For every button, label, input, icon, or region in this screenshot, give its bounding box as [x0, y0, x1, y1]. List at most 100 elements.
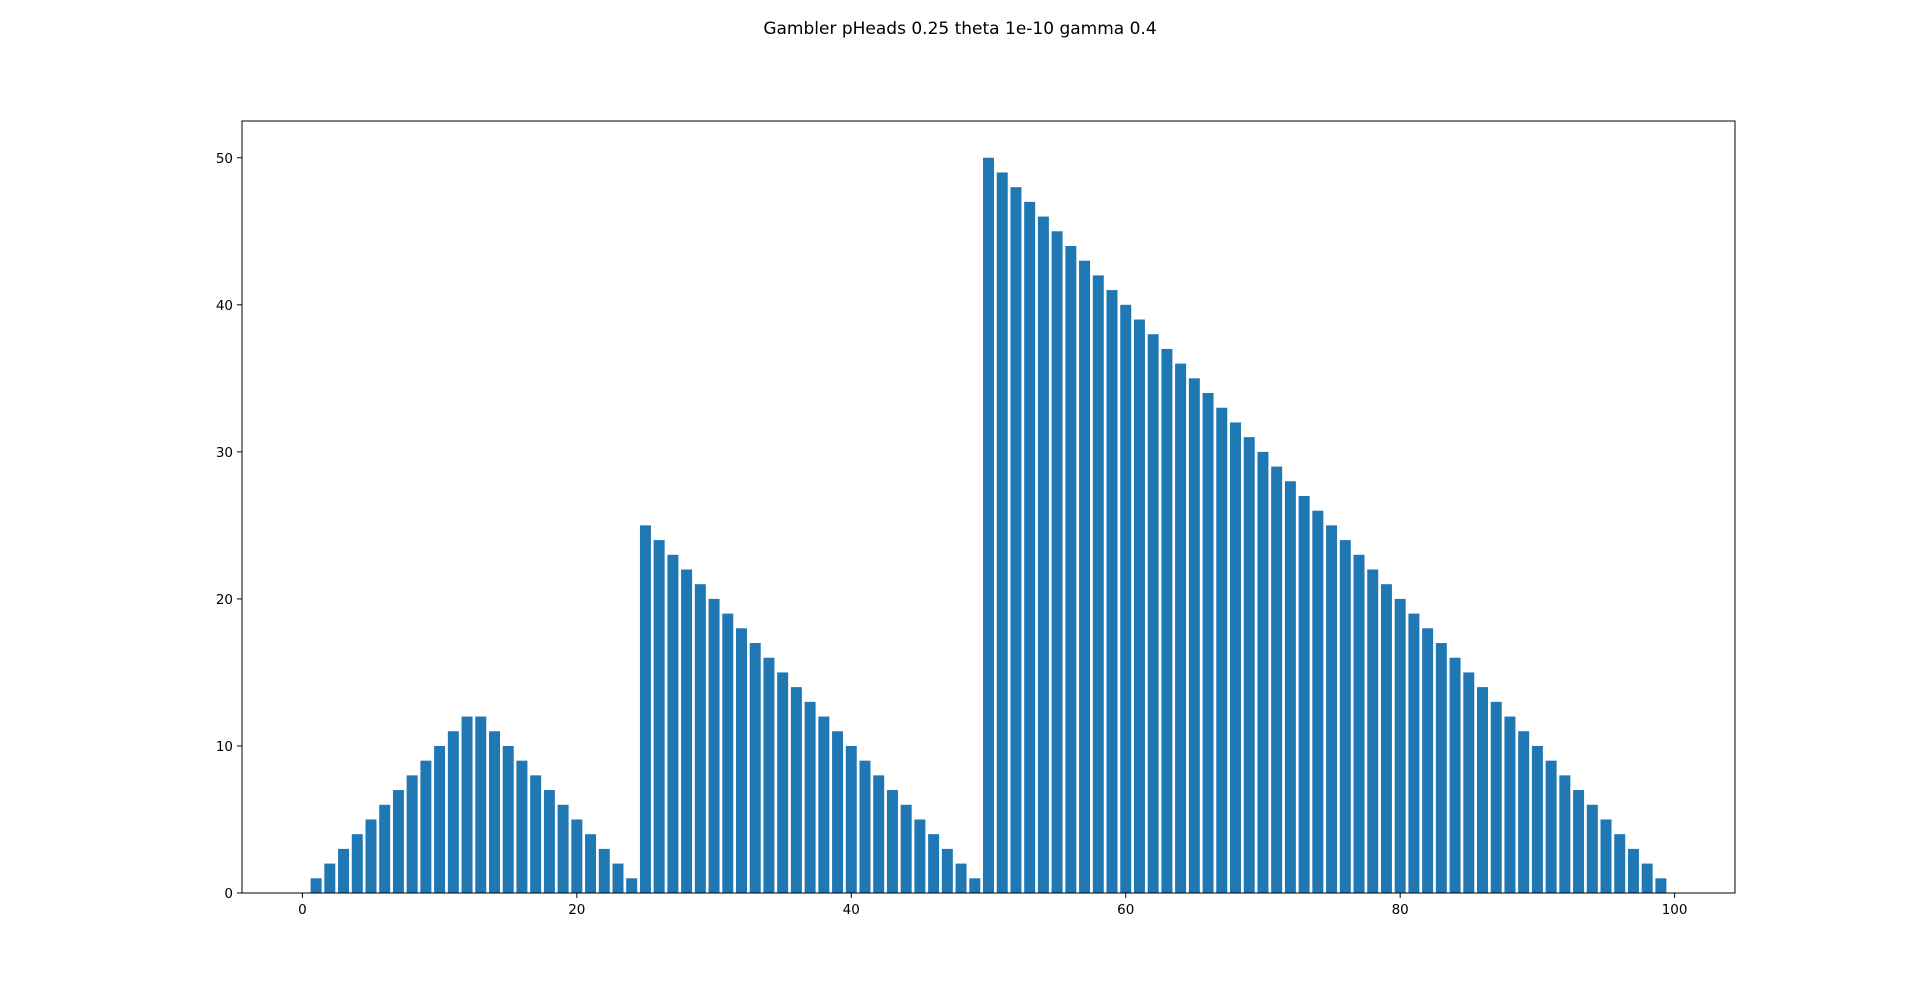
bar-83 — [1435, 643, 1447, 893]
bar-65 — [1188, 378, 1200, 894]
bar-10 — [434, 745, 446, 893]
bar-26 — [653, 540, 665, 893]
bar-98 — [1641, 863, 1653, 893]
bar-17 — [530, 775, 542, 893]
bar-3 — [338, 848, 350, 893]
bar-87 — [1490, 701, 1502, 893]
bar-82 — [1422, 628, 1434, 893]
bar-67 — [1216, 407, 1228, 893]
y-tick-label-50: 50 — [216, 151, 233, 167]
bar-73 — [1298, 495, 1310, 893]
y-tick-label-30: 30 — [216, 445, 233, 461]
bar-45 — [914, 819, 926, 893]
bar-12 — [461, 716, 473, 893]
bar-49 — [969, 878, 981, 893]
bar-2 — [324, 863, 336, 893]
y-tick-label-40: 40 — [216, 298, 233, 314]
bar-53 — [1024, 201, 1036, 893]
bar-52 — [1010, 187, 1022, 894]
bar-81 — [1408, 613, 1420, 893]
bar-19 — [557, 804, 569, 893]
bar-36 — [790, 687, 802, 893]
bar-24 — [626, 878, 638, 893]
bar-89 — [1518, 731, 1530, 893]
bar-38 — [818, 716, 830, 893]
bar-42 — [873, 775, 885, 893]
bar-62 — [1147, 334, 1159, 894]
bar-23 — [612, 863, 624, 893]
bar-55 — [1051, 231, 1063, 894]
bar-27 — [667, 554, 679, 893]
bar-35 — [777, 672, 789, 893]
bar-95 — [1600, 819, 1612, 893]
bars-layer — [310, 157, 1667, 894]
bar-70 — [1257, 451, 1269, 893]
bar-14 — [489, 731, 500, 893]
bar-37 — [804, 701, 816, 893]
plot-frame — [241, 120, 1736, 894]
bar-28 — [681, 569, 693, 893]
bar-58 — [1092, 275, 1104, 893]
x-tick-label-60: 60 — [1117, 902, 1134, 918]
x-tick-label-100: 100 — [1662, 902, 1688, 918]
bar-71 — [1271, 466, 1283, 893]
bar-85 — [1463, 672, 1475, 893]
ticks-layer: 0 20 40 60 80 100 0 10 20 30 40 50 — [216, 151, 1688, 918]
bar-64 — [1175, 363, 1187, 893]
bar-88 — [1504, 716, 1516, 893]
bar-63 — [1161, 348, 1173, 893]
x-tick-label-0: 0 — [298, 902, 307, 918]
chart-title: Gambler pHeads 0.25 theta 1e-10 gamma 0.… — [763, 19, 1156, 39]
bar-79 — [1380, 584, 1392, 893]
bar-21 — [585, 834, 597, 893]
bar-18 — [543, 790, 555, 893]
x-tick-label-80: 80 — [1392, 902, 1409, 918]
bar-69 — [1243, 437, 1255, 893]
bar-61 — [1133, 319, 1145, 893]
y-tick-label-20: 20 — [216, 592, 233, 608]
bar-66 — [1202, 393, 1214, 893]
bar-16 — [516, 760, 528, 893]
bar-4 — [351, 834, 363, 893]
bar-60 — [1120, 304, 1132, 893]
bar-33 — [749, 643, 761, 893]
bar-44 — [900, 804, 912, 893]
bar-40 — [845, 745, 857, 893]
bar-9 — [420, 760, 432, 893]
bar-43 — [886, 790, 898, 893]
bar-76 — [1339, 540, 1351, 893]
bar-1 — [310, 878, 322, 893]
bar-34 — [763, 657, 775, 893]
bar-13 — [475, 716, 487, 893]
bar-91 — [1545, 760, 1557, 893]
bar-80 — [1394, 598, 1406, 893]
bar-5 — [365, 819, 377, 893]
bar-8 — [406, 775, 418, 893]
bar-48 — [955, 863, 967, 893]
bar-92 — [1559, 775, 1571, 893]
x-tick-label-40: 40 — [843, 902, 860, 918]
bar-74 — [1312, 510, 1324, 893]
bar-7 — [392, 790, 404, 893]
x-tick-label-20: 20 — [568, 902, 585, 918]
bar-94 — [1586, 804, 1598, 893]
bar-77 — [1353, 554, 1365, 893]
bar-54 — [1037, 216, 1049, 893]
bar-39 — [832, 731, 844, 893]
bar-86 — [1477, 687, 1488, 893]
bar-31 — [722, 613, 734, 893]
bar-97 — [1627, 848, 1639, 893]
bar-84 — [1449, 657, 1461, 893]
bar-41 — [859, 760, 871, 893]
bar-50 — [983, 157, 994, 893]
bar-51 — [996, 172, 1008, 894]
bar-22 — [598, 848, 610, 893]
bar-25 — [639, 525, 651, 893]
bar-30 — [708, 598, 720, 893]
bar-78 — [1367, 569, 1379, 893]
bar-75 — [1326, 525, 1338, 893]
bar-90 — [1531, 745, 1543, 893]
bar-32 — [736, 628, 747, 893]
